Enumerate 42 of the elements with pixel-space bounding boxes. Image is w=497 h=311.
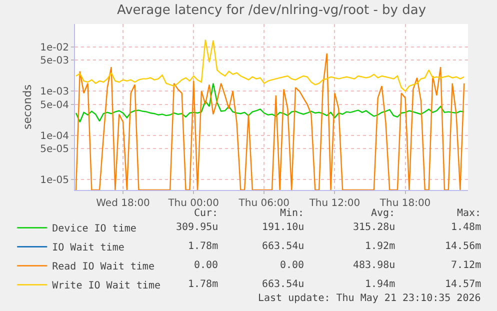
y-tick-label: 1e-02: [40, 42, 69, 54]
x-tick-label: Thu 00:00: [167, 198, 219, 209]
text: 1.78m: [188, 279, 218, 290]
x-tick-label: Thu 06:00: [238, 198, 290, 209]
text: Min:: [280, 208, 304, 219]
text: 1.92m: [365, 241, 396, 252]
line-series: [75, 82, 465, 123]
text: 483.98u: [353, 260, 396, 271]
text: 0.00: [280, 260, 304, 271]
text: 1.48m: [451, 222, 482, 233]
text: Cur:: [194, 208, 218, 219]
legend-label: Read IO Wait time: [52, 262, 154, 273]
y-axis-title: seconds: [20, 84, 34, 130]
y-tick-label: 1e-04: [40, 130, 69, 142]
text: 1.78m: [188, 241, 218, 252]
text: Last update: Thu May 21 23:10:35 2026: [258, 293, 481, 304]
text: 663.54u: [262, 241, 304, 252]
y-tick-label: 5e-05: [40, 144, 69, 156]
text: 14.57m: [445, 279, 482, 290]
y-tick-label: 5e-03: [40, 56, 69, 67]
x-tick-label: Thu 18:00: [378, 198, 431, 209]
text: 14.56m: [445, 241, 482, 252]
y-tick-label: 1e-05: [40, 175, 69, 186]
text: Max:: [457, 208, 482, 219]
x-tick-label: Wed 18:00: [96, 198, 150, 209]
y-tick-label: 5e-04: [40, 100, 69, 111]
line-series: [75, 52, 465, 190]
text: 663.54u: [262, 279, 304, 290]
legend-label: Device IO time: [52, 224, 136, 235]
legend-label: IO Wait time: [52, 242, 124, 254]
chart-title: Average latency for /dev/nlring-vg/root - by day: [116, 2, 426, 18]
text: 315.28u: [353, 222, 396, 233]
line-series: [75, 39, 465, 92]
x-tick-label: Thu 12:00: [308, 198, 360, 209]
legend-label: Write IO Wait time: [52, 280, 160, 292]
y-tick-label: 1e-03: [40, 86, 69, 98]
text: 191.10u: [262, 222, 304, 233]
text: Avg:: [371, 208, 396, 219]
text: 7.12m: [451, 260, 482, 271]
text: 1.94m: [365, 279, 396, 290]
text: 309.95u: [176, 222, 218, 233]
text: 0.00: [194, 260, 218, 271]
